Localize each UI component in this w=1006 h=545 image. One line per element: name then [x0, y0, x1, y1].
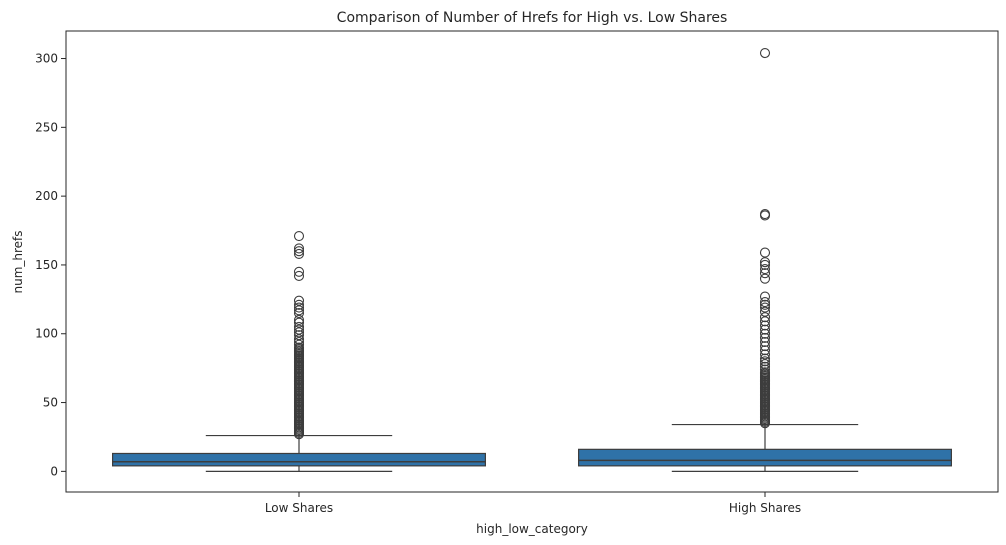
outlier-point — [759, 306, 771, 317]
outlier-point — [293, 336, 305, 348]
outlier-point — [293, 317, 305, 328]
chart-title: Comparison of Number of Hrefs for High v… — [337, 10, 728, 26]
outlier-point — [759, 316, 771, 327]
plot-frame — [65, 30, 999, 493]
outlier-point — [759, 259, 771, 270]
x-tick-label: High Shares — [729, 501, 801, 515]
outlier-point — [759, 268, 771, 279]
iqr-box — [111, 452, 486, 467]
outlier-point — [759, 297, 771, 308]
outlier-point — [759, 291, 771, 302]
y-tick-label: 100 — [35, 327, 58, 341]
outlier-point — [759, 302, 771, 313]
outlier-point — [759, 47, 771, 59]
outlier-point — [293, 327, 305, 338]
outlier-point — [759, 257, 771, 268]
outlier-point — [759, 356, 771, 367]
outlier-point — [759, 273, 771, 284]
y-tick-label: 50 — [43, 396, 58, 410]
outlier-point — [759, 341, 771, 352]
outlier-point — [293, 295, 305, 306]
outlier-point — [759, 324, 771, 335]
outlier-point — [293, 302, 305, 313]
outlier-point — [293, 270, 305, 281]
outlier-point — [293, 266, 305, 277]
outlier-point — [759, 364, 771, 375]
outlier-point — [293, 330, 305, 341]
x-tick-label: Low Shares — [265, 501, 333, 515]
outlier-point — [759, 336, 771, 348]
outlier-point — [293, 334, 305, 345]
x-axis-label: high_low_category — [476, 522, 588, 536]
outlier-point — [759, 349, 771, 360]
outlier-point — [293, 230, 305, 242]
outlier-point — [293, 324, 305, 335]
y-tick-label: 0 — [50, 464, 58, 478]
outlier-point — [293, 248, 305, 259]
outlier-point — [759, 247, 771, 258]
outlier-point — [759, 345, 771, 356]
outlier-point — [293, 339, 305, 350]
iqr-box — [577, 448, 952, 467]
outlier-point — [293, 342, 305, 353]
y-tick-label: 200 — [35, 189, 58, 203]
outlier-point — [759, 312, 771, 323]
y-axis-label: num_hrefs — [11, 230, 25, 293]
y-tick-label: 300 — [35, 52, 58, 66]
outlier-point — [759, 299, 771, 310]
y-tick-label: 250 — [35, 120, 58, 134]
outlier-point — [293, 321, 305, 332]
outlier-point — [759, 367, 771, 378]
outlier-point — [293, 305, 305, 316]
outlier-point — [293, 246, 305, 257]
outlier-point — [759, 332, 771, 343]
outlier-point — [293, 243, 305, 254]
outlier-point — [759, 264, 771, 275]
outlier-point — [759, 320, 771, 331]
outlier-point — [759, 358, 771, 370]
outlier-point — [759, 208, 771, 220]
y-tick-label: 150 — [35, 258, 58, 272]
outlier-point — [759, 353, 771, 364]
outlier-point — [293, 314, 305, 326]
outlier-point — [293, 299, 305, 310]
outlier-point — [293, 308, 305, 319]
plot-area: 0 50 100 150 200 250 300 Low Shares High Shares — [35, 30, 999, 515]
outlier-point — [759, 361, 771, 372]
outlier-point — [759, 328, 771, 339]
